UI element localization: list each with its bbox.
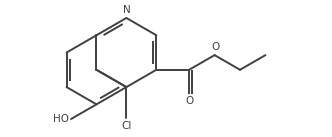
Text: HO: HO [53,114,69,124]
Text: O: O [185,96,193,106]
Text: O: O [211,42,219,52]
Text: N: N [123,5,130,15]
Text: Cl: Cl [121,121,131,131]
